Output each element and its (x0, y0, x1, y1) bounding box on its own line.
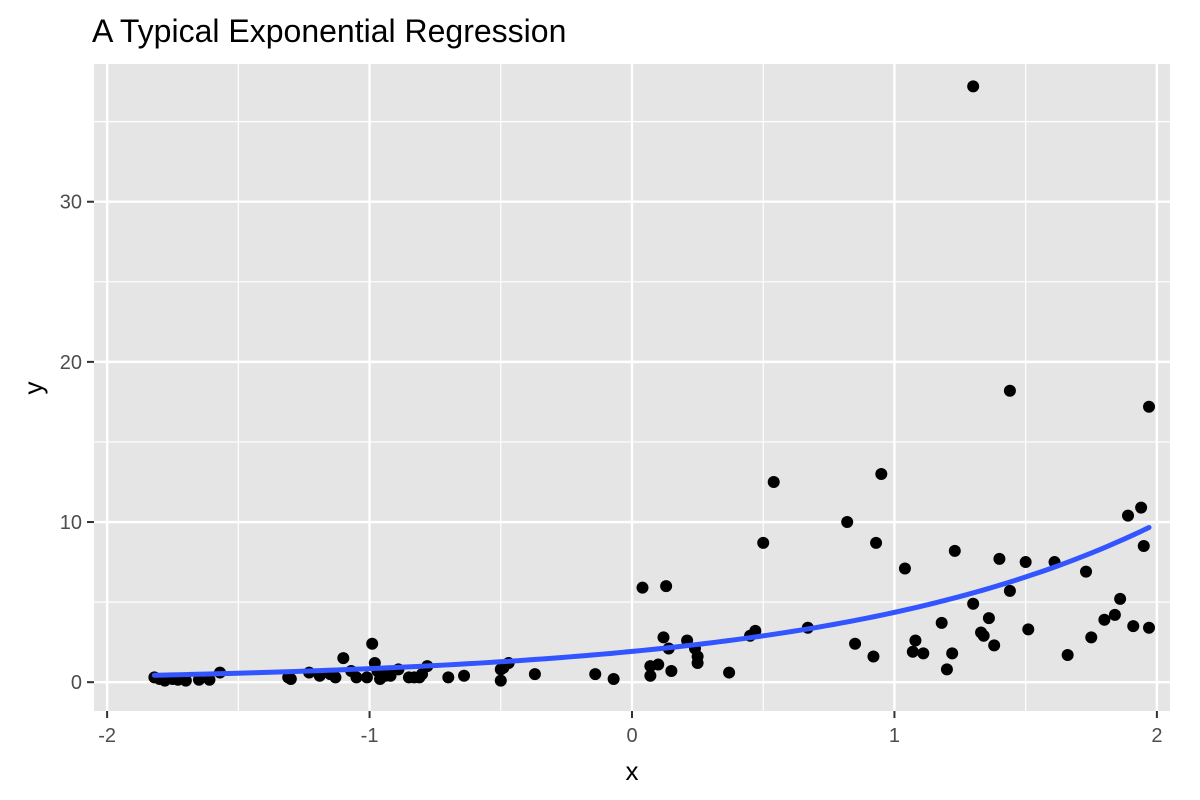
data-point (906, 645, 919, 658)
data-point (1127, 620, 1140, 633)
data-point (607, 672, 620, 685)
data-point (528, 668, 541, 681)
data-point (1085, 631, 1098, 644)
data-point (917, 647, 930, 660)
data-point (1061, 648, 1074, 661)
y-tick-label: 30 (60, 192, 82, 214)
data-point (1137, 540, 1150, 553)
data-point (1122, 509, 1135, 522)
data-point (967, 80, 980, 93)
data-point (767, 475, 780, 488)
data-point (360, 671, 373, 684)
data-point (1019, 556, 1032, 569)
data-point (660, 580, 673, 593)
data-point (636, 581, 649, 594)
data-point (1003, 584, 1016, 597)
fit-line (151, 525, 1152, 678)
data-point (870, 536, 883, 549)
data-point (1098, 613, 1111, 626)
data-point (898, 562, 911, 575)
data-point (988, 639, 1001, 652)
data-point (644, 669, 657, 682)
data-point (1135, 501, 1148, 514)
data-point (982, 612, 995, 625)
x-tick-label: 2 (1151, 725, 1162, 747)
data-point (179, 674, 192, 687)
data-point (749, 624, 762, 637)
data-point (757, 536, 770, 549)
data-point (1003, 384, 1016, 397)
data-point (665, 664, 678, 677)
data-point (1114, 592, 1127, 605)
chart-title: A Typical Exponential Regression (92, 13, 566, 49)
data-point (652, 658, 665, 671)
data-point (909, 634, 922, 647)
data-point (723, 666, 736, 679)
data-point (589, 668, 602, 681)
data-point (284, 672, 297, 685)
y-axis-title: y (18, 382, 48, 395)
data-point (1143, 621, 1156, 634)
data-point (203, 673, 216, 686)
data-point (1022, 623, 1035, 636)
data-point (993, 552, 1006, 565)
x-tick-label: -2 (98, 725, 116, 747)
axis-ticks (87, 200, 1158, 718)
x-axis-title: x (626, 756, 639, 786)
data-point (458, 669, 471, 682)
data-point (867, 650, 880, 663)
data-point (935, 616, 948, 629)
y-tick-label: 0 (71, 672, 82, 694)
y-tick-label: 10 (60, 512, 82, 534)
data-point (940, 663, 953, 676)
data-point (442, 671, 455, 684)
grid-lines (94, 64, 1170, 711)
data-point (1108, 608, 1121, 621)
data-point (875, 467, 888, 480)
data-point (967, 597, 980, 610)
data-point (946, 647, 959, 660)
data-point (691, 650, 704, 663)
data-point (948, 544, 961, 557)
x-tick-label: -1 (361, 725, 379, 747)
data-point (849, 637, 862, 650)
data-point (977, 629, 990, 642)
data-point (366, 637, 379, 650)
x-tick-label: 0 (626, 725, 637, 747)
data-point (329, 671, 342, 684)
data-point (841, 516, 854, 529)
x-tick-label: 1 (889, 725, 900, 747)
y-tick-label: 20 (60, 352, 82, 374)
data-point (1143, 400, 1156, 413)
data-point (337, 652, 350, 665)
data-point (494, 674, 507, 687)
data-point (350, 671, 363, 684)
data-point (1080, 565, 1093, 578)
data-point (657, 631, 670, 644)
